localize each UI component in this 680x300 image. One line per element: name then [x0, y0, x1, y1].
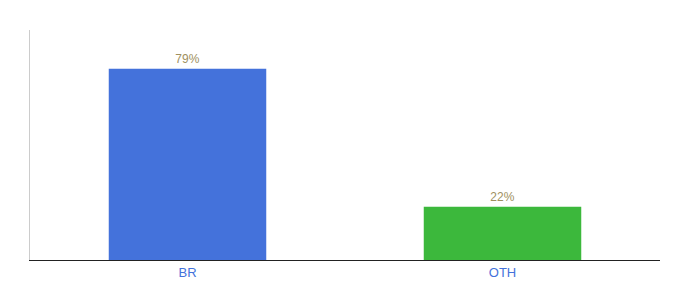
svg-text:79%: 79% [175, 52, 199, 66]
svg-text:OTH: OTH [489, 265, 516, 280]
svg-text:22%: 22% [490, 190, 514, 204]
svg-text:BR: BR [178, 265, 196, 280]
